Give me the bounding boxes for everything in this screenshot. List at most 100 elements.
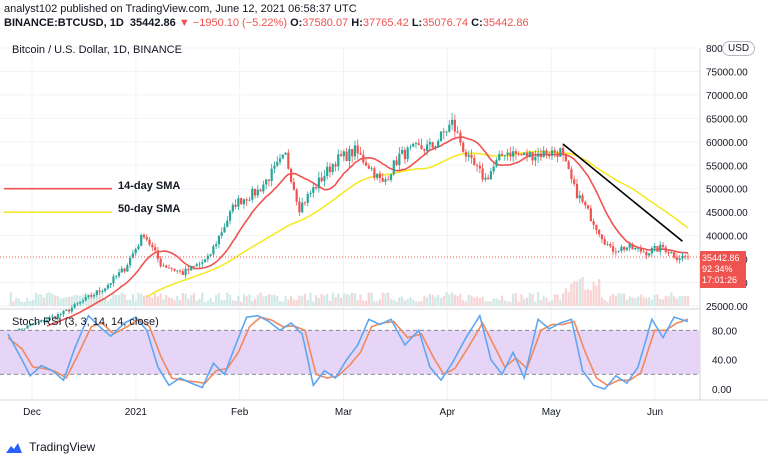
candle-body [470, 154, 473, 158]
change-value: −1950.10 (−5.22%) [192, 17, 287, 29]
price-pane [0, 48, 700, 306]
candle-body [520, 153, 523, 156]
candle-body [648, 253, 651, 256]
volume-bar [364, 300, 368, 306]
volume-bar [528, 292, 531, 306]
volume-bar [20, 301, 23, 306]
volume-bar [126, 299, 129, 306]
volume-bar [156, 296, 159, 306]
volume-bar [487, 301, 490, 306]
candle-body [487, 177, 490, 180]
candle-body [40, 320, 43, 322]
volume-bar [92, 297, 96, 306]
candle-body [645, 252, 648, 256]
candle-body [381, 178, 384, 182]
volume-bar [342, 293, 345, 306]
x-tick-label: Apr [440, 407, 456, 418]
last-price: 35442.86 [129, 17, 176, 29]
volume-bar [650, 299, 654, 306]
candle-body [195, 264, 198, 266]
candle-body [95, 290, 98, 296]
price-tag-pct: 92.34% [702, 264, 733, 274]
volume-bar [303, 293, 307, 306]
volume-bar [31, 299, 35, 306]
volume-bar [117, 294, 121, 306]
volume-bar [437, 294, 440, 306]
volume-bar [620, 293, 623, 306]
candle-body [101, 291, 104, 292]
candle-body [173, 269, 176, 271]
volume-bar [106, 301, 110, 306]
volume-bar [412, 299, 415, 306]
candle-body [456, 131, 459, 133]
volume-bar [54, 295, 57, 306]
candle-body [537, 153, 540, 157]
candle-body [589, 208, 592, 222]
volume-bar [206, 300, 209, 306]
volume-bar [575, 281, 579, 306]
candle-body [450, 119, 454, 125]
volume-bar [623, 293, 626, 306]
footer-brand-label: TradingView [29, 440, 96, 454]
candle-body [550, 150, 554, 156]
candle-body [339, 154, 343, 157]
candle-body [217, 235, 221, 245]
candle-body [178, 270, 182, 272]
open-label: O: [290, 17, 303, 29]
candle-body [634, 248, 637, 250]
x-tick-label: Mar [335, 407, 353, 418]
volume-bar [642, 296, 645, 306]
candle-body [251, 188, 254, 200]
volume-bar [176, 296, 179, 306]
price-tag-price: 35442.86 [702, 253, 740, 263]
candle-body [531, 152, 534, 161]
volume-bar [242, 293, 246, 306]
currency-button[interactable]: USD [722, 41, 756, 56]
volume-bar [237, 295, 240, 306]
candle-body [609, 244, 612, 247]
candle-body [514, 151, 518, 154]
candle-body [462, 142, 465, 152]
volume-bar [334, 296, 337, 306]
candle-body [428, 142, 431, 145]
volume-bar [495, 298, 498, 306]
candle-body [509, 152, 512, 157]
volume-bar [531, 294, 534, 306]
candle-body [378, 173, 382, 179]
candle-body [259, 189, 262, 192]
candle-body [437, 141, 440, 147]
price-tag-timer: 17:01:26 [702, 275, 738, 285]
volume-bar [614, 295, 617, 306]
volume-bar [142, 295, 146, 306]
volume-bar [520, 294, 523, 306]
candle-body [292, 181, 295, 190]
volume-bar [414, 301, 418, 306]
volume-bar [506, 301, 509, 306]
volume-bar [112, 293, 115, 306]
footer-brand[interactable]: TradingView [6, 440, 95, 454]
y-tick-label: 25000.00 [706, 302, 748, 313]
candle-body [106, 285, 110, 289]
volume-bar [517, 301, 520, 306]
volume-bar [312, 301, 315, 306]
candle-body [281, 154, 284, 159]
volume-bar [29, 301, 32, 306]
volume-bar [165, 295, 168, 306]
x-tick-label: May [542, 407, 561, 418]
y-tick-label: 75000.00 [706, 67, 748, 78]
candle-body [129, 257, 132, 266]
candle-body [578, 195, 581, 199]
volume-bar [592, 281, 595, 306]
volume-bar [359, 294, 362, 306]
candle-body [201, 262, 204, 264]
volume-bar [464, 301, 468, 306]
volume-bar [154, 293, 157, 306]
volume-bar [184, 293, 187, 306]
price-chart[interactable]: 25000.0030000.0035000.0040000.0045000.00… [0, 38, 768, 438]
volume-bar [259, 292, 262, 306]
volume-bar [370, 292, 373, 306]
candle-body [156, 250, 159, 259]
volume-bar [270, 294, 273, 306]
candle-body [670, 252, 673, 254]
volume-bar [15, 297, 18, 306]
